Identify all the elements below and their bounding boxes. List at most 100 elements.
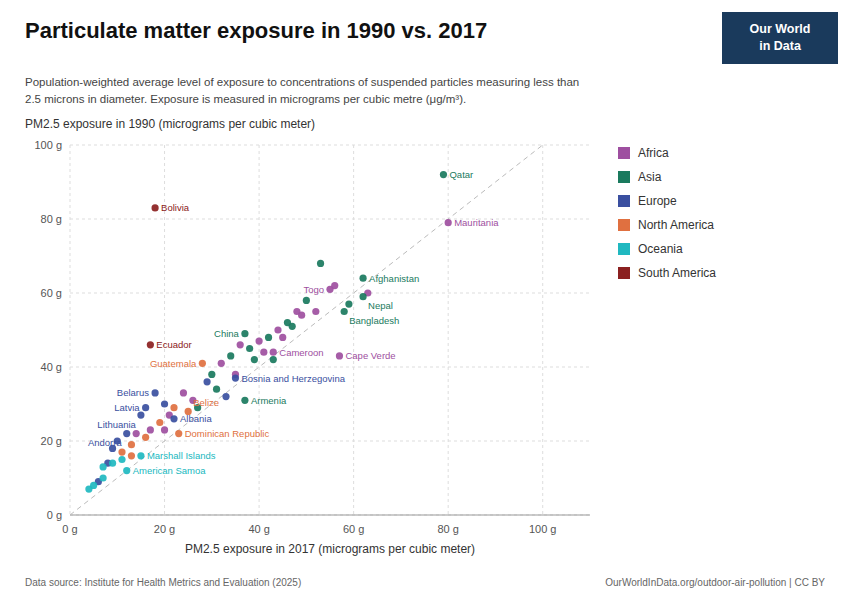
point-label: Bangladesh (349, 315, 399, 326)
y-tick-label: 100 g (34, 139, 62, 151)
point (118, 449, 125, 456)
point (341, 308, 348, 315)
point (161, 400, 168, 407)
logo-text: Our World (750, 22, 811, 36)
subtitle-line: Population-weighted average level of exp… (25, 76, 579, 88)
subtitle: Population-weighted average level of exp… (25, 76, 579, 105)
point (331, 282, 338, 289)
point (170, 404, 177, 411)
point (270, 356, 277, 363)
point (123, 467, 130, 474)
point-label: Belize (193, 397, 219, 408)
point (151, 204, 158, 211)
point (246, 345, 253, 352)
y-tick-label: 20 g (41, 435, 62, 447)
point (142, 404, 149, 411)
point-label: Belarus (117, 387, 149, 398)
logo-box (722, 12, 838, 64)
x-grid-line (448, 145, 449, 515)
legend-label: Asia (638, 170, 662, 184)
point-label: Cape Verde (345, 350, 395, 361)
x-grid-line (70, 145, 71, 515)
point (213, 386, 220, 393)
point (133, 430, 140, 437)
point-label: Mauritania (454, 217, 499, 228)
point (161, 426, 168, 433)
x-tick-label: 40 g (248, 523, 269, 535)
point-label: Afghanistan (369, 273, 419, 284)
point (289, 323, 296, 330)
x-grid-line (542, 145, 543, 515)
subtitle-line: 2.5 microns in diameter. Exposure is mea… (25, 93, 466, 105)
point (147, 341, 154, 348)
point-label: Armenia (251, 395, 287, 406)
x-grid-line (353, 145, 354, 515)
y-tick-label: 80 g (41, 213, 62, 225)
point (317, 260, 324, 267)
point (137, 452, 144, 459)
point (147, 426, 154, 433)
point (118, 456, 125, 463)
point (99, 463, 106, 470)
legend-swatch (618, 195, 630, 207)
point (241, 330, 248, 337)
point (123, 430, 130, 437)
point-label: Albania (180, 413, 212, 424)
legend-label: Europe (638, 194, 677, 208)
point (255, 338, 262, 345)
logo-text: in Data (759, 39, 802, 53)
y-grid-line (70, 145, 590, 146)
point-label: Qatar (449, 169, 473, 180)
point-label: Bolivia (161, 202, 190, 213)
point (128, 441, 135, 448)
point (227, 352, 234, 359)
point (312, 308, 319, 315)
point (298, 312, 305, 319)
point (203, 378, 210, 385)
title: Particulate matter exposure in 1990 vs. … (25, 18, 487, 43)
point (445, 219, 452, 226)
legend-label: Africa (638, 146, 669, 160)
x-axis-label: PM2.5 exposure in 2017 (micrograms per c… (185, 542, 475, 556)
point (303, 297, 310, 304)
y-grid-line (70, 441, 590, 442)
point (260, 349, 267, 356)
point (218, 360, 225, 367)
point (175, 430, 182, 437)
legend-label: South America (638, 266, 716, 280)
legend-label: Oceania (638, 242, 683, 256)
point (151, 389, 158, 396)
point (359, 293, 366, 300)
point (345, 301, 352, 308)
legend-swatch (618, 171, 630, 183)
point (142, 434, 149, 441)
point-label: China (214, 328, 240, 339)
point (170, 415, 177, 422)
point-label: Guatemala (150, 358, 197, 369)
y-grid-line (70, 367, 590, 368)
point-label: Nepal (368, 300, 393, 311)
x-axis-line (70, 515, 590, 516)
point (109, 460, 116, 467)
point (359, 275, 366, 282)
point (241, 397, 248, 404)
point (270, 349, 277, 356)
legend-swatch (618, 219, 630, 231)
point (222, 393, 229, 400)
point (232, 375, 239, 382)
legend: AfricaAsiaEuropeNorth AmericaOceaniaSout… (618, 146, 716, 280)
point (156, 419, 163, 426)
x-tick-label: 0 g (62, 523, 77, 535)
point-label: Cameroon (279, 347, 323, 358)
y-grid-line (70, 219, 590, 220)
point-labels: MauritaniaTogoCameroonCape VerdeQatarAfg… (88, 169, 499, 476)
source: Data source: Institute for Health Metric… (25, 577, 301, 588)
x-tick-label: 20 g (154, 523, 175, 535)
point (251, 356, 258, 363)
y-tick-label: 60 g (41, 287, 62, 299)
point-label: Andorra (88, 437, 123, 448)
point (180, 389, 187, 396)
point (99, 474, 106, 481)
point-label: Bosnia and Herzegovina (241, 373, 345, 384)
grid (70, 145, 590, 515)
